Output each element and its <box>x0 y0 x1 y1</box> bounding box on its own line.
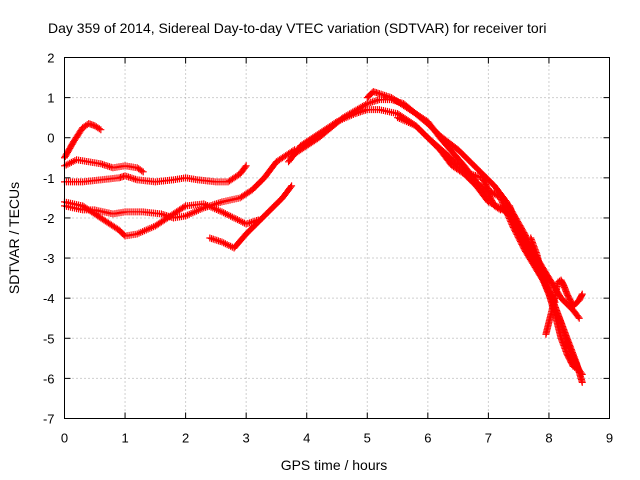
data-point <box>230 214 238 222</box>
data-point <box>225 241 233 249</box>
chart-title: Day 359 of 2014, Sidereal Day-to-day VTE… <box>48 20 547 36</box>
data-point <box>218 208 226 216</box>
data-point <box>578 290 586 298</box>
data-point <box>67 158 75 166</box>
data-point <box>216 199 224 207</box>
data-point <box>574 313 582 321</box>
axis-ticks: 0 1 2 3 4 5 6 7 8 9 -7 -6 -5 -4 -3 -2 -1 0 1 2 <box>43 51 613 446</box>
x-tick-label: 8 <box>545 431 552 446</box>
x-tick-label: 0 <box>61 431 68 446</box>
x-tick-label: 1 <box>121 431 128 446</box>
data-point <box>578 378 586 386</box>
x-tick-label: 5 <box>364 431 371 446</box>
data-point <box>228 213 236 221</box>
data-point <box>288 182 296 190</box>
series-arc3 <box>61 162 250 186</box>
series-arc6 <box>206 182 296 252</box>
data-point <box>241 163 249 171</box>
y-tick-label: -6 <box>43 371 55 386</box>
data-point <box>139 168 147 176</box>
data-point <box>490 200 498 208</box>
y-tick-label: -7 <box>43 412 55 427</box>
y-tick-label: 0 <box>47 131 54 146</box>
data-point <box>575 314 583 322</box>
data-point <box>218 238 226 246</box>
y-tick-label: 1 <box>47 91 54 106</box>
data-point <box>223 241 231 249</box>
x-tick-label: 9 <box>606 431 613 446</box>
data-point <box>66 159 74 167</box>
y-axis-label: SDTVAR / TECUs <box>6 182 22 294</box>
series-arc7 <box>285 106 559 306</box>
plot-frame <box>64 57 610 419</box>
series-arc10 <box>394 114 583 374</box>
x-tick-label: 3 <box>243 431 250 446</box>
data-point <box>180 203 188 211</box>
data-point <box>287 183 295 191</box>
x-tick-label: 4 <box>303 431 310 446</box>
data-point <box>488 200 496 208</box>
data-point <box>486 199 494 207</box>
data-point <box>97 126 105 134</box>
data-point <box>214 199 222 207</box>
data-point <box>242 162 250 170</box>
data-point <box>225 211 233 219</box>
data-point <box>62 161 70 169</box>
data-point <box>239 218 247 226</box>
data-point <box>577 369 585 377</box>
series-arc9 <box>363 88 586 386</box>
series-arc5 <box>61 198 262 240</box>
data-point <box>221 240 229 248</box>
series-arc12 <box>542 276 586 338</box>
x-axis-label: GPS time / hours <box>281 457 388 473</box>
y-tick-label: -2 <box>43 211 55 226</box>
data-point <box>578 370 586 378</box>
data-point <box>232 215 240 223</box>
data-point <box>484 198 492 206</box>
y-tick-label: 2 <box>47 51 54 66</box>
data-point <box>95 125 103 133</box>
data-point <box>64 160 72 168</box>
data-point <box>220 239 228 247</box>
series-arc1 <box>61 120 105 162</box>
gridlines <box>64 57 610 419</box>
data-point <box>578 291 586 299</box>
data-point <box>223 211 231 219</box>
data-point <box>493 202 501 210</box>
x-tick-label: 6 <box>424 431 431 446</box>
y-tick-label: -1 <box>43 171 55 186</box>
data-point <box>221 210 229 218</box>
data-point <box>234 216 242 224</box>
y-tick-label: -4 <box>43 291 55 306</box>
data-point <box>69 158 77 166</box>
data-point <box>138 167 146 175</box>
x-tick-label: 7 <box>485 431 492 446</box>
series-arc2 <box>61 156 147 176</box>
y-tick-label: -3 <box>43 251 55 266</box>
y-tick-label: -5 <box>43 331 55 346</box>
data-point <box>362 101 370 109</box>
data-point <box>220 209 228 217</box>
data-point <box>491 201 499 209</box>
data-points <box>61 88 586 386</box>
data-point <box>235 217 243 225</box>
data-point <box>227 212 235 220</box>
x-tick-label: 2 <box>182 431 189 446</box>
data-point <box>237 217 245 225</box>
